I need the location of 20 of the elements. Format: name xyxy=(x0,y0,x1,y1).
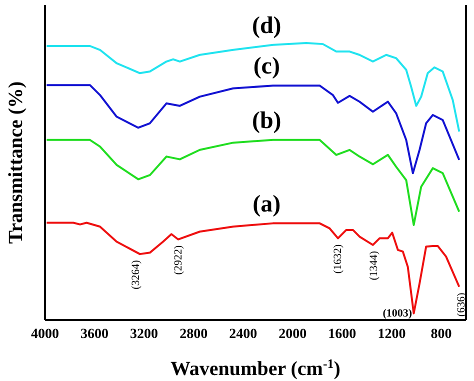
series-label: (d) xyxy=(252,12,282,39)
annotation: (1344) xyxy=(368,250,380,280)
x-tick-label: 3600 xyxy=(80,326,109,342)
y-axis-title: Transmittance (%) xyxy=(5,81,27,244)
x-tick-label: 2000 xyxy=(278,326,307,342)
x-tick-label: 4000 xyxy=(31,326,59,342)
x-tick-label: 1200 xyxy=(378,326,406,342)
series-label: (a) xyxy=(252,191,281,218)
annotation: (1003) xyxy=(382,307,412,320)
x-tick-label: 2800 xyxy=(180,326,208,342)
series-label: (c) xyxy=(253,54,280,80)
x-axis-title: Wavenumber (cm$^{-1}$) xyxy=(170,356,340,380)
annotation: (2922) xyxy=(172,245,184,275)
annotation: (1632) xyxy=(332,244,344,274)
x-tick-label: 1600 xyxy=(328,326,356,342)
x-tick-label: 2400 xyxy=(229,326,258,342)
x-tick-label: 800 xyxy=(430,326,452,342)
series-label: (b) xyxy=(252,108,282,134)
annotation: (3264) xyxy=(130,260,142,290)
x-tick-label: 3200 xyxy=(130,326,158,342)
